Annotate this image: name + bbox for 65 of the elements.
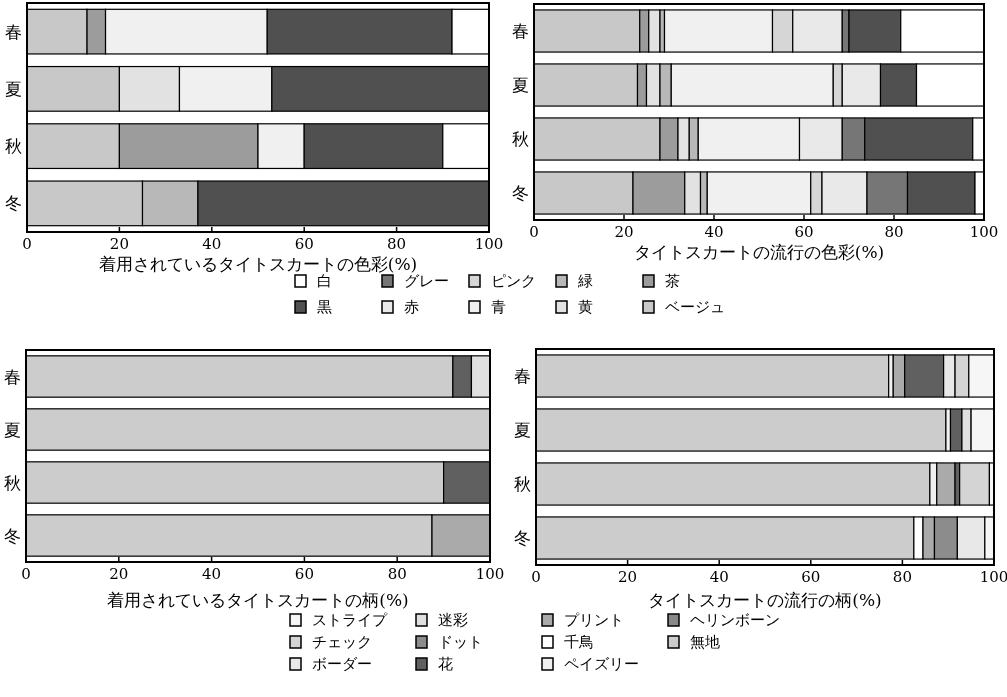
x-axis-title: タイトスカートの流行の柄(%)	[648, 590, 882, 610]
y-tick-label: 冬	[512, 183, 529, 203]
x-tick-label: 0	[529, 223, 539, 241]
x-tick-label: 100	[474, 235, 504, 253]
x-tick-label: 40	[704, 223, 724, 241]
y-tick-label: 夏	[4, 419, 21, 440]
x-tick-label: 60	[294, 565, 314, 583]
x-tick-label: 20	[109, 565, 129, 583]
legend-label: ベージュ	[665, 298, 725, 316]
y-tick-label: 夏	[512, 75, 529, 95]
y-tick-label: 秋	[514, 474, 531, 494]
x-tick-label: 40	[709, 568, 729, 586]
x-tick-label: 80	[892, 568, 912, 586]
legend-label: ヘリンボーン	[690, 611, 780, 629]
x-tick-label: 100	[979, 568, 1007, 586]
x-tick-label: 80	[387, 565, 407, 583]
legend-label: ストライプ	[312, 611, 388, 629]
x-tick-label: 60	[794, 223, 814, 241]
x-tick-label: 20	[109, 235, 129, 253]
legend-label: ボーダー	[312, 655, 372, 673]
legend-label: ペイズリー	[564, 655, 639, 673]
legend-label: 黄	[578, 298, 593, 316]
x-axis-title: タイトスカートの流行の色彩(%)	[633, 242, 885, 262]
y-tick-label: 冬	[514, 528, 531, 548]
legend-label: 白	[317, 272, 332, 290]
legend-label: 青	[491, 298, 506, 316]
x-tick-label: 0	[21, 565, 31, 583]
y-tick-label: 夏	[5, 78, 22, 99]
y-tick-label: 夏	[514, 420, 531, 440]
x-tick-label: 60	[801, 568, 821, 586]
legend-label: プリント	[564, 611, 624, 629]
legend-label: 無地	[690, 633, 720, 651]
y-tick-label: 春	[514, 366, 531, 386]
y-tick-label: 春	[512, 21, 529, 41]
x-tick-label: 80	[884, 223, 904, 241]
x-axis-title: 着用されているタイトスカートの色彩(%)	[98, 254, 418, 274]
legend-label: 花	[438, 655, 453, 673]
y-tick-label: 秋	[4, 472, 21, 493]
legend-label: 千鳥	[564, 633, 594, 651]
legend-label: 黒	[317, 298, 332, 316]
legend-label: グレー	[404, 272, 449, 290]
y-tick-label: 春	[5, 21, 22, 42]
x-tick-label: 0	[22, 235, 32, 253]
x-tick-label: 20	[618, 568, 638, 586]
legend-label: 赤	[404, 298, 419, 316]
x-tick-label: 0	[531, 568, 541, 586]
legend-label: チェック	[312, 633, 372, 651]
legend-label: 迷彩	[438, 611, 468, 629]
y-tick-label: 冬	[5, 193, 22, 214]
legend-label: ドット	[438, 633, 483, 651]
x-tick-label: 80	[387, 235, 407, 253]
y-tick-label: 冬	[4, 525, 21, 546]
legend-label: 緑	[577, 272, 593, 290]
x-tick-label: 60	[294, 235, 314, 253]
x-tick-label: 100	[475, 565, 505, 583]
x-tick-label: 20	[614, 223, 634, 241]
y-tick-label: 春	[4, 366, 21, 387]
y-tick-label: 秋	[512, 129, 529, 149]
legend-label: 茶	[665, 272, 680, 290]
x-tick-label: 100	[969, 223, 999, 241]
legend-label: ピンク	[491, 272, 536, 290]
y-tick-label: 秋	[5, 136, 22, 157]
x-axis-title: 着用されているタイトスカートの柄(%)	[107, 590, 409, 610]
x-tick-label: 40	[202, 235, 222, 253]
x-tick-label: 40	[202, 565, 222, 583]
